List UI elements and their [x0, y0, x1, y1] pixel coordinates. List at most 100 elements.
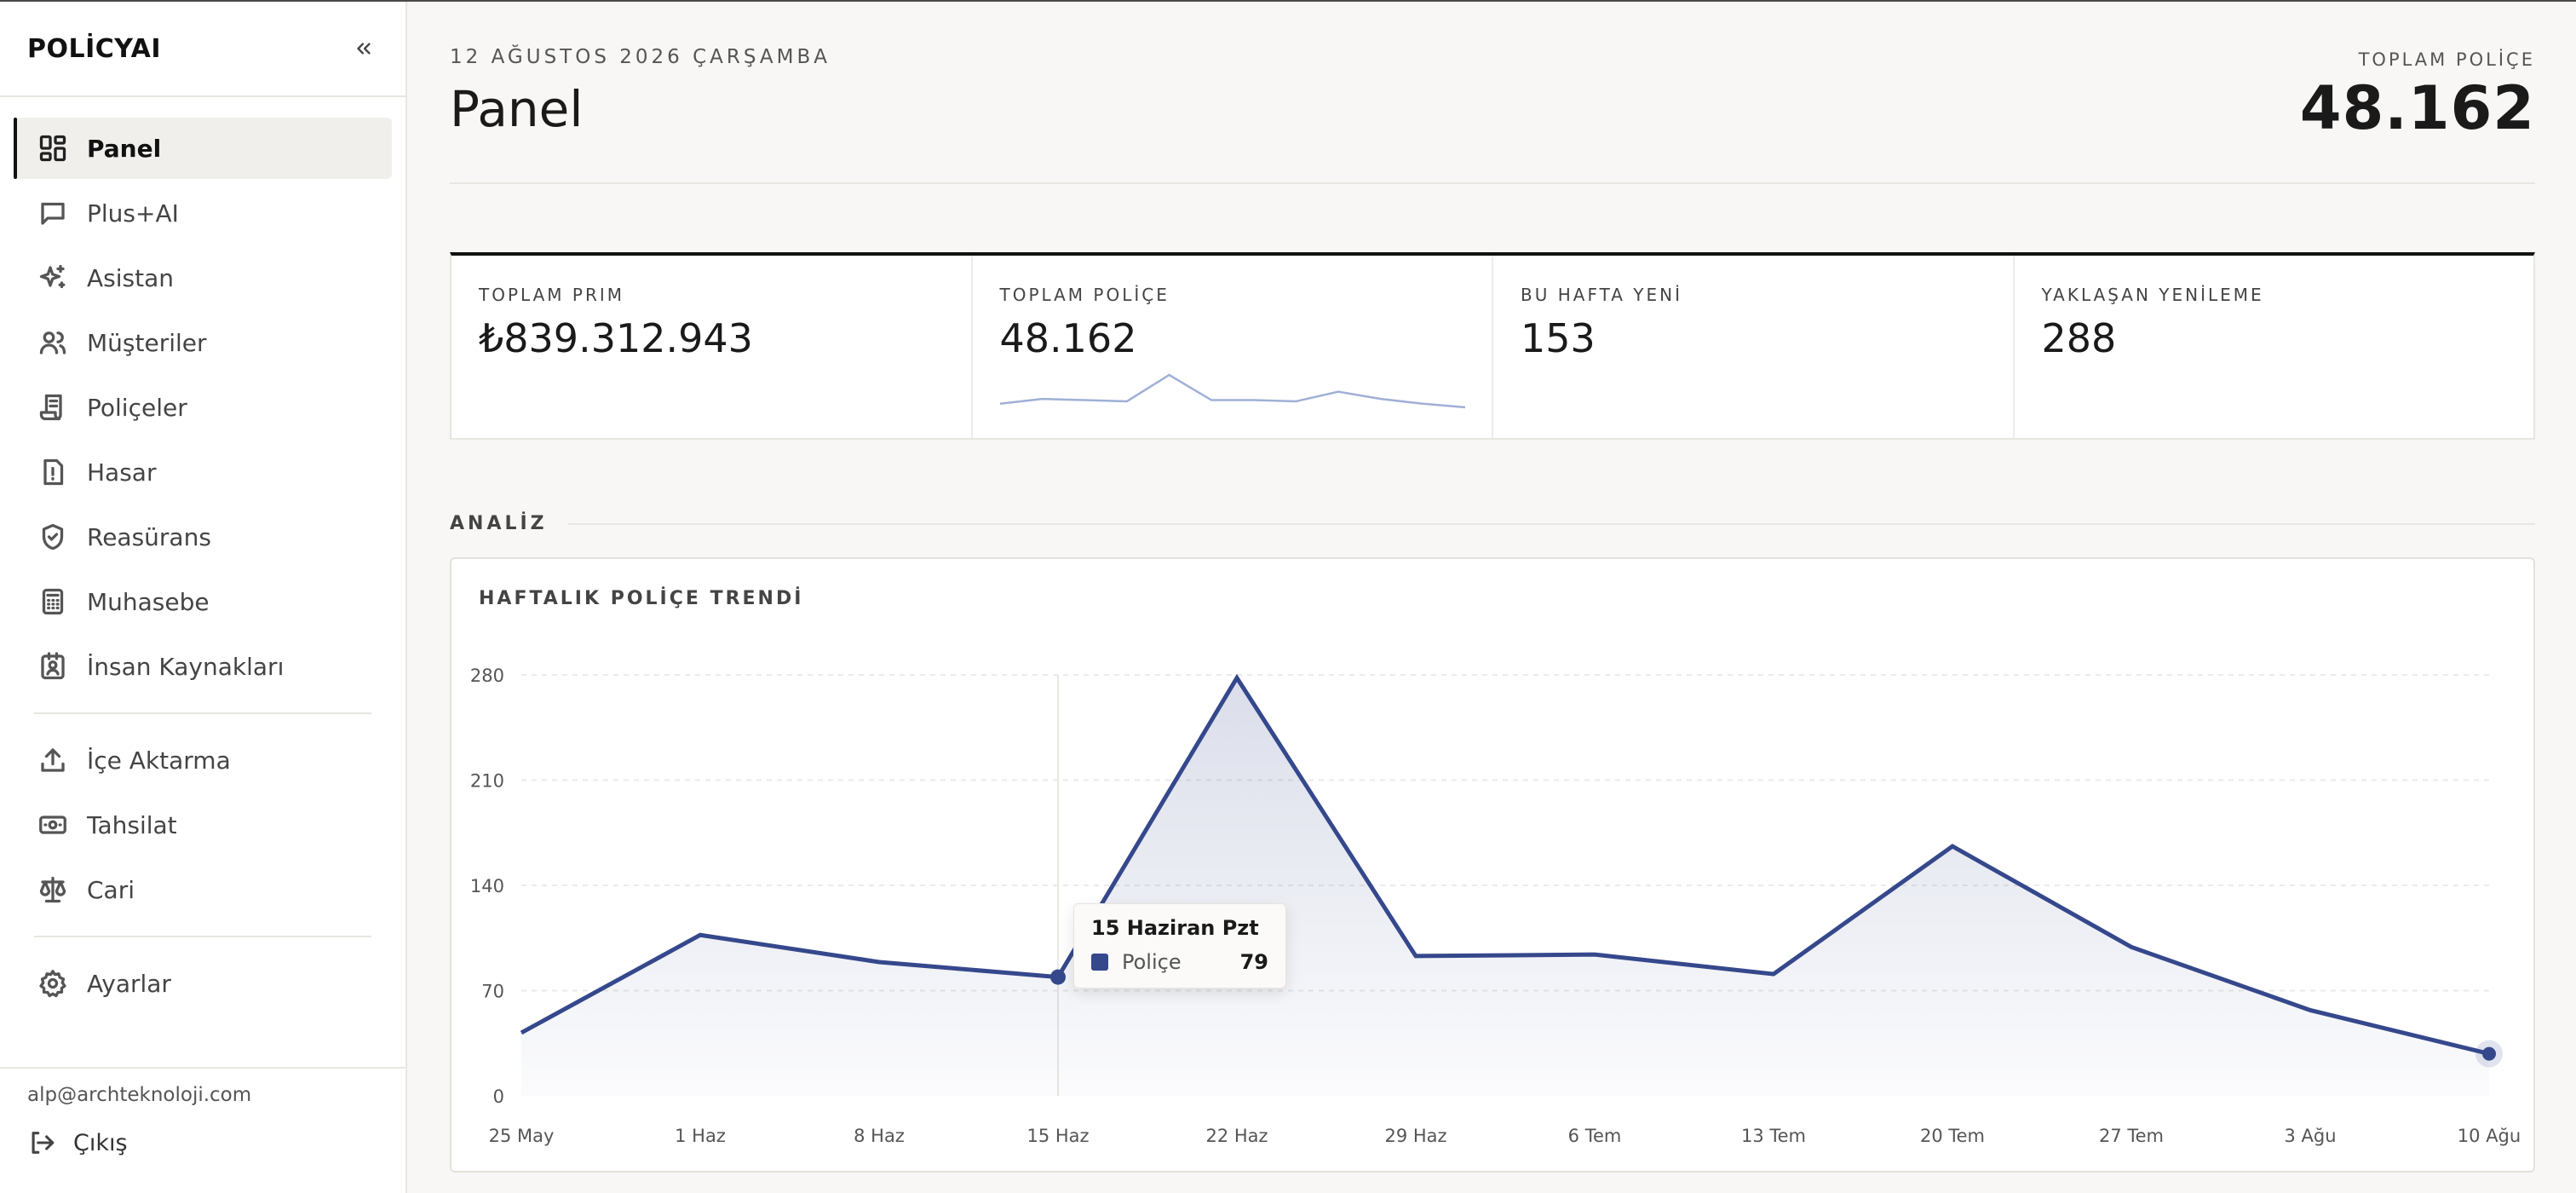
active-data-point[interactable]	[1050, 969, 1066, 985]
x-tick-label: 8 Haz	[854, 1126, 905, 1146]
data-point[interactable]	[1765, 965, 1782, 983]
tooltip-series-name: Poliçe	[1122, 950, 1182, 974]
data-point[interactable]	[1407, 948, 1424, 965]
stat-value: ₺839.312.943	[479, 315, 753, 361]
x-tick-label: 29 Haz	[1384, 1126, 1446, 1146]
x-tick-label: 25 May	[489, 1126, 555, 1146]
sidebar-item-hasar[interactable]: Hasar	[14, 441, 392, 503]
sidebar-item-panel[interactable]: Panel	[14, 118, 392, 179]
section-divider	[567, 522, 2535, 525]
series-area	[521, 677, 2489, 1096]
chat-icon	[37, 198, 68, 228]
page-header: 12 AĞUSTOS 2026 ÇARŞAMBA Panel TOPLAM PO…	[450, 2, 2535, 184]
sidebar-item-ice-aktarma[interactable]: İçe Aktarma	[14, 729, 392, 791]
brand-row: POLİCYAI	[0, 2, 405, 97]
total-policy-value: 48.162	[2299, 73, 2535, 143]
sidebar-item-label: Panel	[87, 134, 162, 163]
sidebar-item-reasurans[interactable]: Reasürans	[14, 506, 392, 568]
sidebar-item-muhasebe[interactable]: Muhasebe	[14, 571, 392, 632]
last-data-point[interactable]	[2482, 1046, 2496, 1061]
section-label: ANALİZ	[450, 513, 548, 534]
data-point[interactable]	[1586, 946, 1603, 963]
nav-divider	[34, 936, 371, 937]
main-content: 12 AĞUSTOS 2026 ÇARŞAMBA Panel TOPLAM PO…	[407, 2, 2576, 1193]
chart-tooltip: 15 Haziran Pzt Poliçe 79	[1073, 903, 1286, 988]
data-point[interactable]	[2123, 938, 2140, 955]
calculator-icon	[37, 586, 68, 617]
stat-card-total-premium: TOPLAM PRIM ₺839.312.943	[451, 256, 973, 438]
total-policy-label: TOPLAM POLİÇE	[2358, 49, 2535, 70]
sidebar-item-label: Muhasebe	[87, 587, 210, 616]
scale-icon	[37, 874, 68, 905]
sparkles-icon	[37, 262, 68, 293]
sidebar-item-label: Tahsilat	[87, 810, 177, 839]
analysis-section-header: ANALİZ	[450, 513, 2535, 534]
stat-card-upcoming-renewal: YAKLAŞAN YENİLEME 288	[2015, 256, 2534, 438]
sidebar-item-label: İçe Aktarma	[87, 746, 231, 775]
sidebar-item-label: Reasürans	[87, 522, 211, 551]
x-tick-label: 22 Haz	[1205, 1126, 1268, 1146]
weekly-policy-trend-chart[interactable]: 0 70 140 210 280 25 May 1 Haz 8 Haz 15 Haz 22 Haz…	[451, 559, 2537, 1174]
logout-button[interactable]: Çıkış	[27, 1128, 405, 1157]
data-point[interactable]	[871, 954, 888, 971]
x-tick-label: 13 Tem	[1741, 1126, 1806, 1146]
sidebar-item-asistan[interactable]: Asistan	[14, 247, 392, 308]
x-tick-label: 27 Tem	[2099, 1126, 2164, 1146]
sidebar-item-label: Cari	[87, 875, 135, 904]
gear-icon	[37, 968, 68, 999]
id-badge-icon	[37, 651, 68, 682]
x-tick-label: 20 Tem	[1920, 1126, 1985, 1146]
upload-icon	[37, 745, 68, 775]
sidebar-item-label: Hasar	[87, 458, 157, 487]
sidebar-footer: alp@archteknoloji.com Çıkış	[0, 1067, 405, 1193]
sidebar-item-ayarlar[interactable]: Ayarlar	[14, 953, 392, 1014]
stat-label: TOPLAM POLİÇE	[999, 285, 1170, 305]
tooltip-value: 79	[1239, 950, 1268, 974]
sidebar: POLİCYAI Panel Plus+AI Asistan Müşterile…	[0, 2, 407, 1193]
sidebar-item-policeler[interactable]: Poliçeler	[14, 377, 392, 438]
user-email: alp@archteknoloji.com	[27, 1084, 252, 1106]
tooltip-title: 15 Haziran Pzt	[1091, 916, 1259, 940]
data-point[interactable]	[1228, 670, 1245, 687]
sidebar-item-tahsilat[interactable]: Tahsilat	[14, 794, 392, 856]
data-point[interactable]	[1944, 838, 1961, 855]
sidebar-item-cari[interactable]: Cari	[14, 859, 392, 920]
weekly-policy-trend-card: HAFTALIK POLİÇE TRENDİ 0 70 140 210 280 25 Ma…	[450, 557, 2535, 1173]
stats-row: TOPLAM PRIM ₺839.312.943 TOPLAM POLİÇE 4…	[450, 252, 2535, 440]
sidebar-item-insan-kaynaklari[interactable]: İnsan Kaynakları	[14, 636, 392, 697]
banknote-icon	[37, 810, 68, 840]
tooltip-swatch	[1091, 954, 1108, 971]
sidebar-nav: Panel Plus+AI Asistan Müşteriler Poliçel…	[0, 97, 405, 1014]
sidebar-item-label: İnsan Kaynakları	[87, 652, 285, 681]
stat-label: TOPLAM PRIM	[479, 285, 625, 305]
brand-logo: POLİCYAI	[27, 33, 162, 64]
logout-label: Çıkış	[73, 1129, 128, 1156]
sparkline-line	[999, 373, 1465, 409]
data-point[interactable]	[2302, 1001, 2319, 1018]
y-tick-label: 280	[470, 666, 504, 686]
policy-sparkline	[999, 373, 1465, 409]
tooltip-row: Poliçe 79	[1091, 950, 1268, 974]
chart-title: HAFTALIK POLİÇE TRENDİ	[479, 588, 804, 609]
dashboard-icon	[37, 133, 68, 164]
current-date: 12 AĞUSTOS 2026 ÇARŞAMBA	[450, 46, 831, 68]
x-tick-label: 3 Ağu	[2284, 1126, 2336, 1146]
sidebar-item-plus-ai[interactable]: Plus+AI	[14, 182, 392, 244]
sidebar-item-label: Poliçeler	[87, 393, 187, 422]
stat-value: 48.162	[999, 315, 1137, 361]
stat-card-new-this-week: BU HAFTA YENİ 153	[1493, 256, 2015, 438]
data-point[interactable]	[692, 926, 709, 943]
shield-check-icon	[37, 522, 68, 552]
logout-icon	[32, 1132, 55, 1154]
users-icon	[37, 327, 68, 358]
data-point[interactable]	[513, 1024, 530, 1041]
stat-value: 288	[2041, 315, 2117, 361]
stat-value: 153	[1521, 315, 1596, 361]
stat-card-total-policy: TOPLAM POLİÇE 48.162	[973, 256, 1493, 438]
sidebar-item-label: Ayarlar	[87, 969, 171, 998]
x-tick-label: 6 Tem	[1568, 1126, 1622, 1146]
series-line-police	[520, 673, 2490, 1057]
collapse-sidebar-icon[interactable]	[351, 36, 377, 61]
sidebar-item-musteriler[interactable]: Müşteriler	[14, 312, 392, 373]
